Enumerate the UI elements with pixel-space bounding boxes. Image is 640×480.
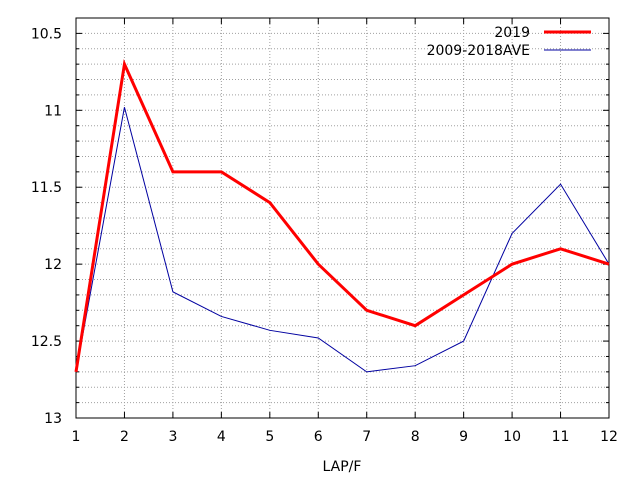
y-tick-label: 11 — [44, 103, 62, 119]
x-tick-label: 9 — [459, 429, 468, 445]
series-layer — [74, 58, 610, 373]
y-tick-label: 12.5 — [31, 334, 62, 350]
y-tick-labels: 10.5 11 11.5 12 12.5 13 — [31, 26, 62, 427]
x-tick-label: 8 — [411, 429, 420, 445]
series-line-2 — [75, 107, 610, 373]
y-tick-label: 11.5 — [31, 180, 62, 196]
legend-label: 2009-2018AVE — [427, 43, 530, 59]
x-tick-label: 6 — [314, 429, 323, 445]
x-tick-label: 11 — [552, 429, 570, 445]
legend: 2019 2009-2018AVE — [427, 25, 591, 59]
x-tick-label: 12 — [600, 429, 618, 445]
x-axis-label: LAP/F — [323, 459, 362, 475]
x-tick-label: 7 — [362, 429, 371, 445]
x-tick-labels: 1 2 3 4 5 6 7 8 9 10 11 12 — [72, 429, 618, 445]
axis-ticks — [75, 18, 610, 418]
y-tick-label: 12 — [44, 257, 62, 273]
legend-label: 2019 — [494, 25, 530, 41]
x-tick-label: 4 — [217, 429, 226, 445]
x-tick-label: 10 — [503, 429, 521, 445]
x-tick-label: 2 — [120, 429, 129, 445]
grid-lines — [76, 18, 609, 418]
y-tick-label: 13 — [44, 411, 62, 427]
y-tick-label: 10.5 — [31, 26, 62, 42]
x-tick-label: 3 — [168, 429, 177, 445]
x-tick-label: 1 — [72, 429, 81, 445]
x-tick-label: 5 — [265, 429, 274, 445]
series-line-1 — [74, 58, 610, 373]
